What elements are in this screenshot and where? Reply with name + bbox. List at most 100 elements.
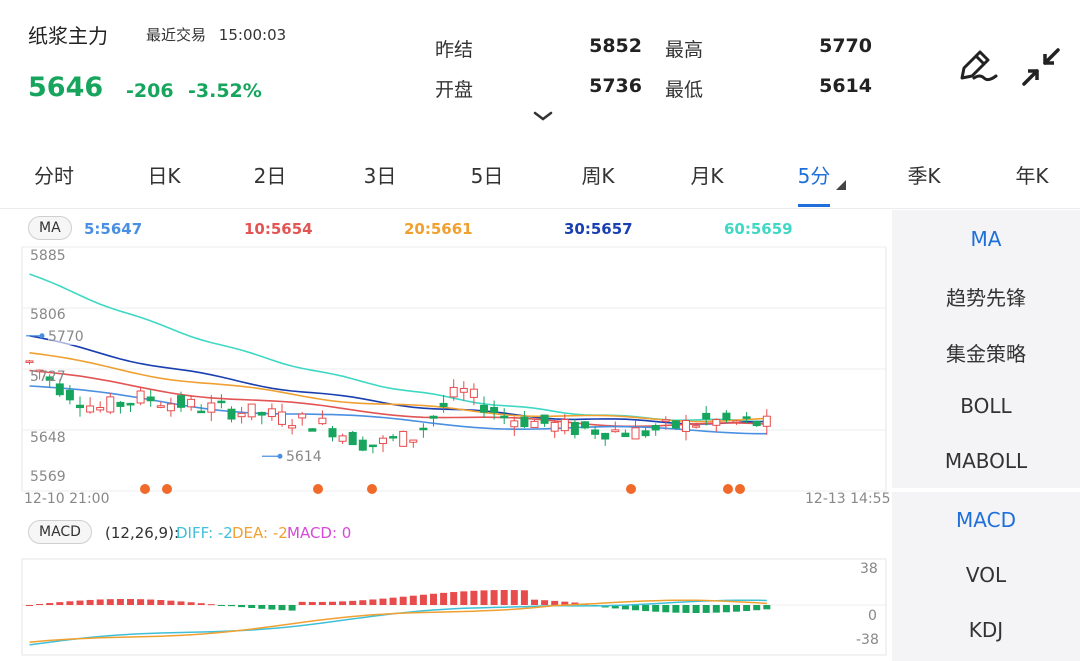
indicator-maboll[interactable]: MABOLL: [944, 449, 1028, 473]
tab-5day[interactable]: 5日: [470, 164, 504, 188]
price-change-pct: -3.52%: [188, 80, 262, 102]
price-change: -206: [126, 80, 174, 102]
ma30-line: [29, 335, 767, 425]
candle-body: [288, 425, 297, 429]
macd-bar: [722, 605, 730, 613]
candle-body: [621, 432, 630, 438]
high-marker-dot: [39, 333, 45, 339]
macd-indicator-chip[interactable]: MACD: [28, 520, 92, 544]
signal-dot: [735, 484, 745, 494]
candle-body: [490, 406, 499, 413]
indicator-kdj[interactable]: KDJ: [968, 618, 1004, 642]
open-value: 5736: [589, 75, 642, 97]
macd-bar: [46, 603, 54, 605]
macd-bar: [359, 600, 367, 605]
candle-body: [762, 415, 771, 427]
candle-body: [177, 395, 185, 408]
tab-yearly-k[interactable]: 年K: [1015, 164, 1049, 188]
tab-quarterly-k[interactable]: 季K: [907, 164, 941, 188]
macd-bar: [86, 599, 94, 605]
collapse-fullscreen-icon[interactable]: [1018, 44, 1064, 90]
indicator-macd[interactable]: MACD: [956, 508, 1016, 532]
macd-bar: [318, 601, 326, 605]
signal-dot: [140, 484, 150, 494]
indicator-vol[interactable]: VOL: [965, 563, 1007, 587]
candlesticks: [25, 359, 771, 454]
candle-body: [682, 419, 690, 432]
macd-bar: [278, 605, 286, 611]
candle-body: [540, 414, 549, 424]
candle-body: [601, 432, 610, 440]
macd-bar: [571, 602, 579, 605]
trade-status-label: 最近交易: [146, 26, 207, 44]
macd-bar: [551, 600, 559, 605]
kline-chart[interactable]: [0, 240, 890, 510]
tab-weekly-k[interactable]: 周K: [581, 164, 615, 188]
macd-bar: [440, 592, 448, 605]
macd-lines: [29, 599, 767, 646]
candle-body: [55, 383, 64, 396]
macd-bar: [268, 605, 276, 610]
candle-body: [156, 405, 165, 408]
candle-body: [712, 419, 721, 426]
indicator-trend-pioneer[interactable]: 趋势先锋: [946, 286, 1026, 310]
candle-body: [671, 420, 680, 429]
candle-body: [267, 408, 276, 418]
tab-3day[interactable]: 3日: [363, 164, 397, 188]
candle-body: [338, 435, 347, 442]
macd-bar: [712, 605, 720, 613]
macd-bar: [157, 600, 165, 605]
indicator-gold-strategy[interactable]: 集金策略: [946, 342, 1026, 366]
tab-timeshare[interactable]: 分时: [34, 164, 74, 188]
candle-body: [348, 431, 357, 446]
candle-body: [197, 410, 206, 414]
active-tab-indicator: [798, 204, 830, 207]
tab-dropdown-caret-icon[interactable]: [836, 180, 846, 190]
tab-2day[interactable]: 2日: [253, 164, 287, 188]
drawing-pen-icon[interactable]: [954, 44, 1000, 90]
time-axis-end: 12-13 14:55: [805, 491, 891, 507]
candle-body: [459, 387, 468, 393]
candle-body: [368, 444, 377, 448]
candle-body: [257, 411, 266, 416]
candle-body: [237, 412, 246, 418]
macd-chart[interactable]: [0, 555, 890, 659]
candle-body: [520, 416, 529, 428]
candle-body: [641, 430, 650, 437]
ma-indicator-chip[interactable]: MA: [28, 216, 72, 240]
candle-body: [136, 390, 145, 404]
tabs-divider: [0, 208, 1080, 209]
tab-5min[interactable]: 5分: [797, 164, 831, 188]
macd-bar: [369, 599, 377, 605]
macd-bar: [106, 599, 114, 605]
candle-body: [591, 429, 600, 435]
macd-bar: [430, 593, 437, 605]
candle-body: [106, 396, 115, 413]
macd-bar: [480, 590, 488, 605]
macd-bar: [652, 605, 660, 612]
indicator-boll[interactable]: BOLL: [960, 394, 1012, 418]
candle-body: [581, 421, 589, 429]
macd-bar: [197, 603, 205, 605]
candle-body: [631, 427, 640, 440]
candle-body: [308, 428, 317, 432]
macd-histogram: [26, 590, 771, 613]
candle-body: [389, 436, 398, 439]
candle-body: [318, 417, 327, 425]
macd-bar: [490, 590, 498, 605]
ma30-value: 30:5657: [564, 220, 633, 238]
prev-settle-value: 5852: [589, 35, 642, 57]
tab-monthly-k[interactable]: 月K: [690, 164, 724, 188]
chevron-down-icon[interactable]: [530, 108, 556, 124]
tab-daily-k[interactable]: 日K: [147, 164, 181, 188]
macd-bar: [228, 605, 235, 607]
macd-bar: [561, 601, 569, 605]
sub-indicator-panel: MACD VOL KDJ: [892, 492, 1080, 661]
candle-body: [409, 439, 418, 443]
low-annotation: 5614: [286, 449, 322, 465]
indicator-ma[interactable]: MA: [970, 227, 1002, 251]
macd-bar: [672, 605, 680, 613]
candle-body: [722, 412, 731, 421]
candle-body: [500, 415, 509, 419]
candle-body: [247, 403, 256, 418]
